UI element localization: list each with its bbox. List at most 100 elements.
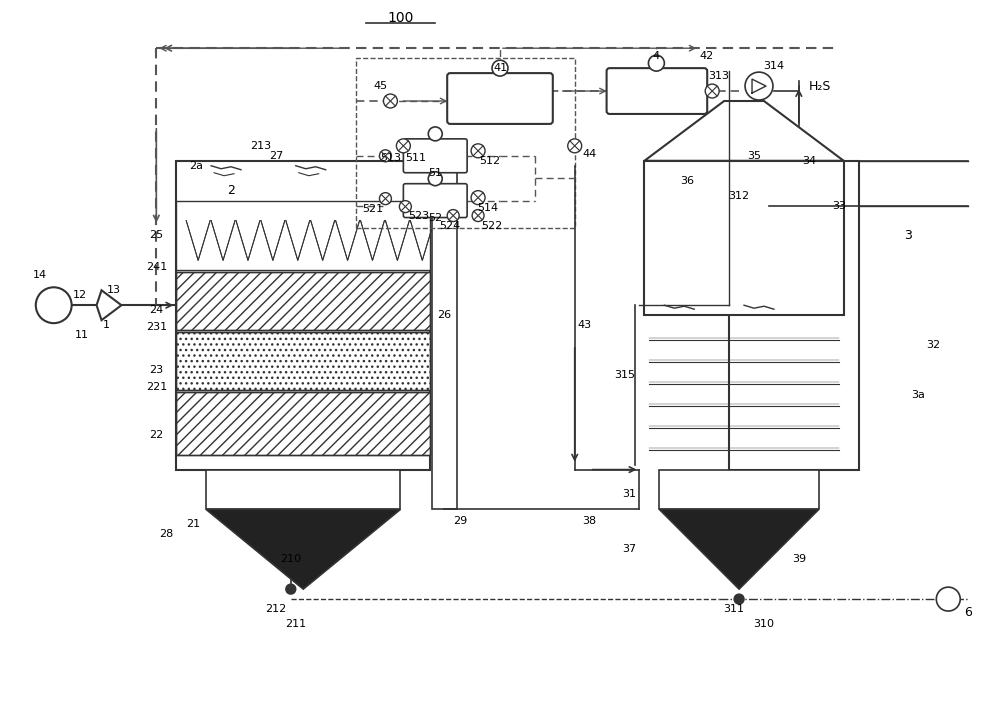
Text: 1: 1 [103, 320, 110, 330]
Circle shape [447, 210, 459, 222]
Circle shape [399, 201, 411, 212]
Text: 241: 241 [146, 262, 167, 273]
Text: 312: 312 [729, 191, 750, 201]
Circle shape [286, 584, 296, 594]
FancyBboxPatch shape [607, 68, 707, 114]
Circle shape [471, 144, 485, 158]
Circle shape [472, 210, 484, 222]
Text: 52: 52 [428, 212, 442, 223]
Text: 512: 512 [479, 156, 501, 166]
Text: 523: 523 [408, 210, 429, 220]
Text: 42: 42 [699, 51, 713, 61]
Text: 22: 22 [149, 430, 163, 440]
Text: 29: 29 [453, 516, 467, 526]
Circle shape [568, 139, 582, 153]
Text: 311: 311 [724, 604, 745, 614]
Text: 33: 33 [832, 201, 846, 210]
Circle shape [36, 287, 72, 323]
Text: 11: 11 [75, 330, 89, 340]
Circle shape [492, 60, 508, 76]
Bar [206, 470, 400, 510]
Circle shape [745, 72, 773, 100]
Bar [432, 161, 457, 510]
FancyBboxPatch shape [447, 73, 553, 124]
Text: 212: 212 [265, 604, 286, 614]
Text: 35: 35 [747, 151, 761, 161]
Text: 32: 32 [926, 340, 940, 350]
Text: 27: 27 [269, 151, 283, 161]
Polygon shape [644, 101, 844, 161]
Text: 41: 41 [493, 63, 507, 73]
Text: 513: 513 [380, 153, 401, 163]
Text: 37: 37 [622, 544, 637, 555]
Text: 313: 313 [709, 71, 730, 81]
Text: 13: 13 [106, 285, 120, 295]
Text: 100: 100 [387, 12, 414, 25]
Text: 12: 12 [73, 290, 87, 300]
Text: 211: 211 [285, 619, 306, 629]
Text: 524: 524 [440, 220, 461, 231]
Circle shape [705, 84, 719, 98]
Circle shape [383, 94, 397, 108]
Bar [729, 161, 859, 470]
Text: 34: 34 [802, 156, 816, 166]
Bar [176, 273, 430, 330]
Text: 28: 28 [159, 529, 173, 539]
Text: 36: 36 [680, 175, 694, 186]
Text: 514: 514 [477, 202, 499, 212]
Text: 315: 315 [614, 370, 635, 380]
Bar [176, 392, 430, 455]
Text: 45: 45 [373, 81, 388, 91]
Circle shape [648, 55, 664, 71]
Bar [176, 161, 430, 470]
Text: 31: 31 [623, 489, 637, 500]
Bar [644, 161, 844, 315]
Text: 44: 44 [583, 149, 597, 159]
Bar [176, 332, 430, 390]
Bar [176, 201, 430, 270]
Circle shape [734, 594, 744, 604]
Bar [176, 273, 430, 330]
Text: 210: 210 [280, 554, 301, 564]
FancyBboxPatch shape [403, 183, 467, 218]
Text: 39: 39 [792, 554, 806, 564]
Text: 3a: 3a [911, 390, 925, 400]
Bar [176, 332, 430, 390]
Text: 23: 23 [149, 365, 163, 375]
Text: 2a: 2a [189, 161, 203, 171]
Bar [356, 58, 575, 228]
Text: 43: 43 [578, 320, 592, 330]
Text: 221: 221 [146, 382, 167, 392]
Text: H₂S: H₂S [809, 80, 831, 93]
Text: 26: 26 [437, 310, 451, 320]
Circle shape [428, 172, 442, 186]
Text: 522: 522 [481, 220, 503, 231]
Text: 6: 6 [964, 605, 972, 618]
Bar [176, 392, 430, 455]
Text: 314: 314 [763, 61, 785, 71]
Circle shape [428, 127, 442, 141]
Circle shape [471, 191, 485, 204]
Text: 3: 3 [904, 229, 912, 242]
Text: 51: 51 [428, 167, 442, 178]
Circle shape [936, 587, 960, 611]
Text: 38: 38 [583, 516, 597, 526]
Text: 4: 4 [653, 51, 660, 61]
Circle shape [396, 139, 410, 153]
Circle shape [379, 193, 391, 204]
Bar [659, 470, 819, 510]
Text: 521: 521 [362, 204, 383, 214]
Polygon shape [206, 510, 400, 589]
Text: 21: 21 [186, 519, 200, 529]
FancyBboxPatch shape [403, 139, 467, 173]
Text: 511: 511 [405, 153, 426, 163]
Circle shape [379, 150, 391, 162]
Polygon shape [659, 510, 819, 589]
Polygon shape [97, 290, 121, 320]
Text: 24: 24 [149, 305, 163, 315]
Text: 25: 25 [149, 231, 163, 241]
Text: 2: 2 [227, 184, 235, 197]
Text: 213: 213 [250, 141, 271, 151]
Text: 14: 14 [33, 270, 47, 281]
Text: 310: 310 [753, 619, 774, 629]
